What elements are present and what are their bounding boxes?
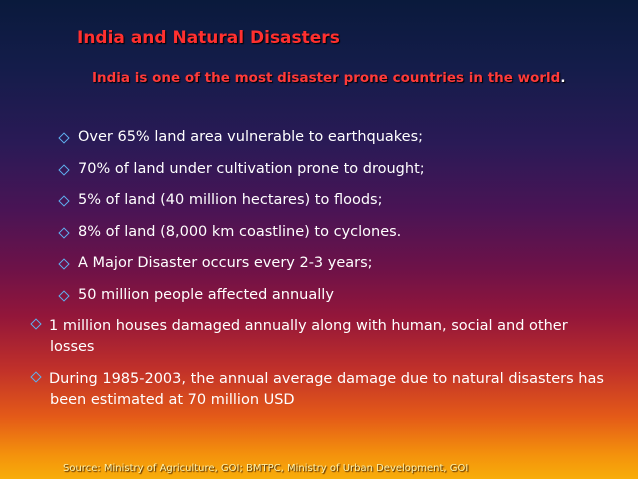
bullet-item: A Major Disaster occurs every 2-3 years;	[58, 253, 606, 274]
diamond-bullet-icon	[30, 318, 42, 330]
bullet-item: 5% of land (40 million hectares) to floo…	[58, 190, 606, 211]
bullet-text: 70% of land under cultivation prone to d…	[78, 160, 425, 177]
bullet-item: 70% of land under cultivation prone to d…	[58, 159, 606, 180]
bullet-text: A Major Disaster occurs every 2-3 years;	[78, 255, 373, 271]
diamond-bullet-icon	[58, 195, 70, 207]
diamond-bullet-icon	[30, 370, 42, 383]
diamond-bullet-icon	[58, 258, 70, 270]
diamond-bullet-icon	[58, 289, 70, 302]
subtitle-period: .	[560, 70, 566, 86]
bullet-item: Over 65% land area vulnerable to earthqu…	[58, 127, 606, 148]
bullet-text: 8% of land (8,000 km coastline) to cyclo…	[78, 223, 402, 240]
subtitle-text: India is one of the most disaster prone …	[92, 70, 561, 86]
bullet-text: Over 65% land area vulnerable to earthqu…	[78, 129, 424, 145]
bullet-text: 5% of land (40 million hectares) to floo…	[78, 192, 383, 208]
bullet-text: 50 million people affected annually	[78, 286, 334, 303]
bullet-item: 8% of land (8,000 km coastline) to cyclo…	[58, 222, 606, 243]
slide-title: India and Natural Disasters	[77, 28, 340, 48]
source-footnote: Source: Ministry of Agriculture, GOI; BM…	[63, 463, 469, 474]
diamond-bullet-icon	[58, 226, 70, 239]
bullet-text: During 1985-2003, the annual average dam…	[49, 370, 604, 408]
bullet-text: 1 million houses damaged annually along …	[49, 318, 568, 355]
bullet-list: Over 65% land area vulnerable to earthqu…	[30, 127, 606, 421]
slide-subtitle: India is one of the most disaster prone …	[92, 70, 565, 86]
bullet-item: During 1985-2003, the annual average dam…	[30, 369, 606, 411]
bullet-item: 1 million houses damaged annually along …	[30, 316, 606, 358]
bullet-item: 50 million people affected annually	[58, 285, 606, 306]
diamond-bullet-icon	[58, 163, 70, 176]
diamond-bullet-icon	[58, 132, 70, 144]
